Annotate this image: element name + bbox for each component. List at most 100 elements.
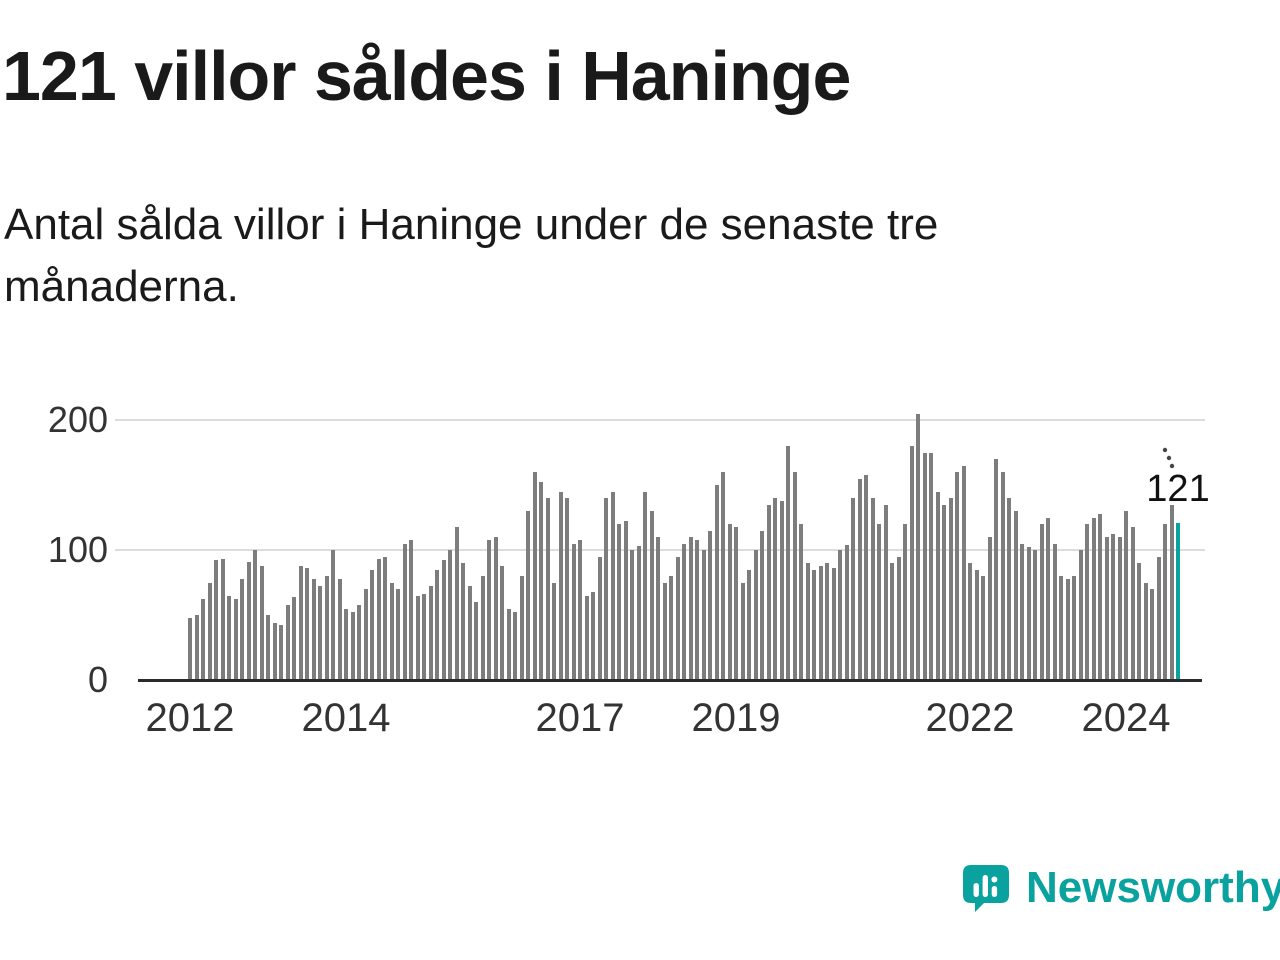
- bar: [409, 539, 413, 680]
- bar: [305, 568, 309, 680]
- bar: [617, 524, 621, 680]
- bar: [272, 622, 277, 680]
- bar: [246, 561, 251, 680]
- bar: [1013, 511, 1018, 680]
- chart-subtitle: Antal sålda villor i Haninge under de se…: [4, 200, 939, 311]
- bar: [1052, 543, 1057, 680]
- gridline: [115, 549, 1205, 551]
- bar: [435, 569, 439, 680]
- bar: [253, 550, 257, 680]
- bar: [948, 498, 953, 680]
- bar: [292, 596, 296, 680]
- bar: [740, 582, 745, 680]
- bar: [1104, 537, 1109, 680]
- bar: [266, 615, 270, 680]
- bar: [1039, 524, 1044, 680]
- bar: [474, 602, 478, 680]
- bar: [786, 446, 790, 680]
- bar: [1007, 498, 1011, 680]
- bar: [877, 524, 881, 680]
- bar: [903, 524, 907, 680]
- bar-series: [188, 380, 1180, 680]
- bar: [454, 526, 459, 680]
- bar: [792, 472, 797, 680]
- x-axis-label: 2019: [691, 696, 781, 740]
- x-axis-label: 2022: [925, 696, 1015, 740]
- bar: [1091, 517, 1096, 680]
- bar: [701, 550, 706, 680]
- bar: [220, 559, 225, 680]
- bar: [766, 504, 771, 680]
- bar: [194, 615, 199, 680]
- bar: [376, 559, 381, 680]
- bar: [467, 586, 472, 680]
- bar: [1085, 524, 1089, 680]
- bar: [591, 591, 595, 680]
- bar: [214, 560, 218, 680]
- bar: [1078, 550, 1083, 680]
- bar: [799, 524, 803, 680]
- bar: [825, 563, 829, 680]
- bar: [552, 582, 556, 680]
- bar: [519, 576, 524, 680]
- bar: [558, 491, 563, 680]
- bar: [259, 565, 264, 680]
- bar: [636, 546, 641, 680]
- bar: [441, 560, 446, 680]
- bar: [890, 563, 894, 680]
- bar: [545, 498, 550, 680]
- bar: [708, 530, 712, 680]
- bar: [760, 530, 764, 680]
- bar-chart: 0 100 200 2012 2014 2017 2019 2022 2024 121: [0, 380, 1280, 760]
- bar: [1000, 472, 1005, 680]
- bar: [669, 576, 673, 680]
- bar: [350, 612, 355, 680]
- bar: [227, 595, 231, 680]
- bar: [916, 413, 920, 680]
- bar: [922, 452, 927, 680]
- bar: [1124, 511, 1128, 680]
- brand-footer: Newsworthy: [960, 862, 1280, 914]
- bar: [337, 578, 342, 680]
- bar: [1137, 563, 1141, 680]
- x-axis-label: 2024: [1081, 696, 1171, 740]
- bar: [857, 478, 862, 680]
- bar: [864, 474, 868, 680]
- bar: [955, 472, 959, 680]
- bar: [415, 595, 420, 680]
- bar: [201, 599, 205, 680]
- bar: [318, 586, 322, 680]
- bar: [584, 595, 589, 680]
- bar: [721, 472, 725, 680]
- bar: [942, 504, 946, 680]
- bar: [688, 537, 693, 680]
- bar: [818, 565, 823, 680]
- y-axis-label: 100: [47, 529, 108, 570]
- bar: [448, 550, 452, 680]
- bar: [357, 604, 361, 680]
- bar: [675, 556, 680, 680]
- bar: [753, 550, 758, 680]
- bar: [831, 568, 836, 680]
- last-value-label: 121: [1146, 468, 1210, 510]
- bar: [883, 504, 888, 680]
- bar: [896, 556, 901, 680]
- y-axis-label: 0: [87, 659, 108, 700]
- bar: [500, 565, 504, 680]
- bar: [623, 521, 628, 680]
- bar: [844, 544, 849, 680]
- bar: [480, 576, 485, 680]
- x-axis-label: 2012: [145, 696, 235, 740]
- bar: [630, 550, 634, 680]
- bar: [610, 491, 615, 680]
- bar: [571, 543, 576, 680]
- bar: [714, 485, 719, 680]
- bar: [513, 612, 517, 680]
- bar: [1020, 543, 1024, 680]
- bar: [363, 589, 368, 680]
- bar: [1156, 556, 1161, 680]
- newsworthy-chart-bubble-icon: [963, 865, 1009, 912]
- bar: [597, 556, 602, 680]
- bar: [734, 526, 738, 680]
- bar: [604, 498, 608, 680]
